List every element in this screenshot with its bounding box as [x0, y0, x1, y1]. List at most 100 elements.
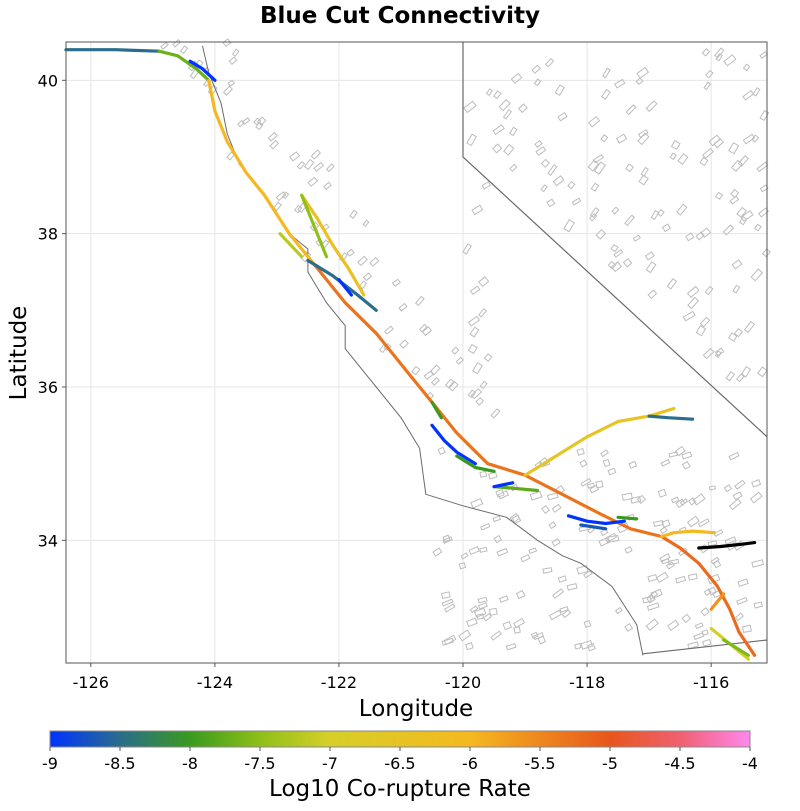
y-tick-label: 34 [38, 531, 58, 550]
background-fault-section [437, 446, 446, 456]
background-fault-section [583, 570, 593, 579]
background-fault-section [657, 488, 667, 498]
background-fault-section [460, 552, 469, 560]
background-fault-section [411, 365, 421, 376]
background-fault-section [362, 272, 373, 282]
colorbar-tick-label: -5.5 [524, 754, 555, 773]
background-fault-section [725, 371, 736, 382]
background-fault-section [602, 458, 611, 468]
background-fault-section [498, 595, 509, 603]
background-fault-section [734, 612, 744, 622]
background-fault-section [675, 498, 686, 509]
background-fault-section [477, 602, 488, 610]
background-fault-section [482, 612, 492, 622]
background-fault-section [477, 596, 488, 604]
background-fault-section [645, 261, 657, 274]
background-fault-section [269, 139, 280, 150]
background-fault-section [547, 164, 558, 176]
background-fault-section [559, 606, 569, 613]
background-fault-section [628, 460, 638, 469]
background-fault-section [398, 302, 408, 312]
background-fault-section [574, 642, 582, 650]
background-fault-section [681, 451, 693, 460]
background-fault-section [635, 77, 644, 86]
background-fault-section [695, 324, 707, 337]
background-fault-section [600, 528, 609, 537]
background-fault-section [736, 596, 748, 605]
background-fault-section [552, 588, 565, 599]
background-fault-section [687, 573, 698, 581]
background-fault-section [646, 594, 656, 604]
background-fault-section [432, 547, 443, 557]
fault-section [492, 485, 540, 493]
fault-section [566, 514, 626, 526]
background-fault-section [509, 163, 518, 172]
background-fault-section [498, 98, 511, 112]
background-fault-section [473, 607, 487, 618]
background-fault-section [528, 547, 538, 554]
background-fault-section [714, 347, 725, 357]
background-fault-section [587, 115, 601, 128]
background-fault-section [728, 142, 740, 155]
background-fault-section [715, 53, 723, 62]
background-fault-section [281, 191, 290, 200]
background-fault-section [571, 197, 582, 206]
plot-background [66, 42, 767, 663]
background-fault-section [728, 451, 740, 461]
background-fault-section [471, 204, 484, 216]
background-fault-section [588, 212, 598, 222]
x-tick-label: -126 [73, 673, 109, 692]
background-fault-section [451, 346, 460, 355]
background-fault-section [476, 613, 485, 620]
background-fault-section [647, 574, 658, 583]
background-fault-section [741, 624, 752, 633]
background-fault-section [730, 159, 743, 172]
background-fault-section [761, 248, 771, 258]
background-fault-section [546, 198, 556, 208]
background-fault-section [509, 126, 518, 137]
background-fault-section [667, 558, 680, 566]
background-fault-section [458, 562, 467, 570]
background-fault-section [496, 547, 509, 557]
fault-section [157, 49, 211, 82]
background-fault-section [740, 365, 752, 378]
background-fault-section [513, 617, 526, 629]
background-fault-section [640, 166, 649, 177]
background-fault-section [383, 325, 394, 335]
background-fault-section [714, 191, 724, 201]
background-fault-section [644, 251, 655, 261]
background-fault-section [475, 397, 485, 406]
background-fault-section [467, 389, 477, 399]
background-fault-section [625, 163, 634, 173]
background-fault-section [753, 601, 763, 609]
background-fault-section [576, 447, 585, 456]
fault-section [300, 193, 329, 259]
x-tick-label: -120 [445, 673, 481, 692]
background-fault-section [430, 376, 440, 386]
background-fault-section [303, 158, 315, 171]
colorbar [49, 730, 751, 748]
background-fault-section [325, 163, 335, 173]
colorbar-tick-label: -9 [42, 754, 58, 773]
background-fault-section [701, 48, 711, 57]
background-fault-section [580, 640, 594, 650]
colorbar-tick-label: -8.5 [104, 754, 135, 773]
background-fault-section [646, 602, 660, 611]
background-fault-section [622, 258, 633, 268]
background-fault-section [540, 184, 548, 193]
x-tick-label: -124 [197, 673, 233, 692]
background-fault-section [481, 181, 492, 190]
colorbar-ticks: -9 -8.5 -8 -7.5 -7 -6.5 -6 -5.5 -5 -4.5 -4 [42, 747, 758, 773]
background-fault-section [493, 90, 502, 100]
background-fault-section [586, 642, 596, 652]
background-fault-section [275, 191, 287, 202]
background-fault-section [740, 210, 754, 222]
background-fault-section [687, 515, 700, 528]
background-fault-section [487, 471, 498, 480]
background-fault-section [661, 223, 671, 233]
background-fault-section [655, 571, 669, 584]
background-fault-section [357, 255, 368, 267]
chart-title: Blue Cut Connectivity [260, 3, 540, 29]
background-fault-section [448, 381, 459, 392]
background-fault-section [444, 378, 455, 389]
